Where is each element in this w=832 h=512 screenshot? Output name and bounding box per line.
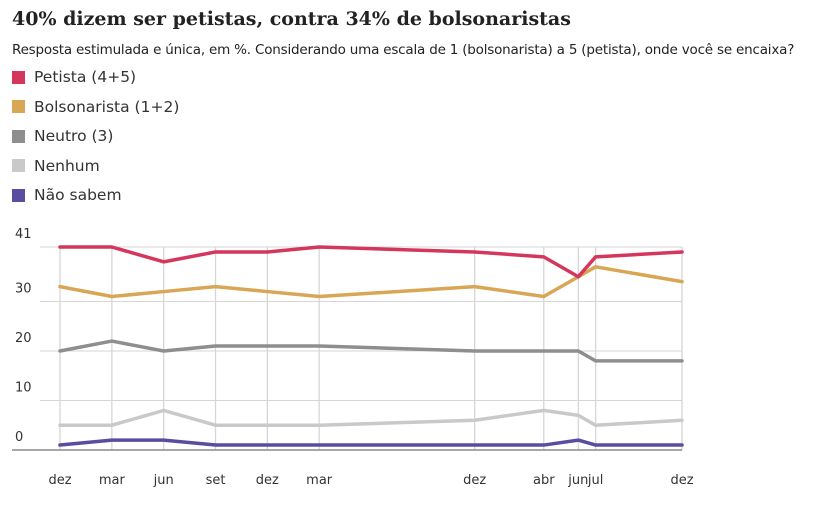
legend-swatch (12, 129, 25, 143)
x-tick-label: dez (48, 473, 71, 488)
x-tick-label: mar (306, 473, 333, 488)
x-tick-label: abr (533, 473, 555, 488)
legend-label: Não sabem (34, 186, 122, 204)
legend-label: Neutro (3) (34, 127, 114, 145)
y-tick-label: 30 (15, 281, 32, 296)
x-tick-label: dez (256, 473, 279, 488)
legend-swatch (12, 159, 25, 172)
legend-item: Bolsonarista (1+2) (12, 98, 179, 116)
y-tick-label: 10 (15, 380, 32, 395)
legend-item: Petista (4+5) (12, 68, 136, 86)
x-tick-label: dez (463, 473, 486, 488)
legend-label: Nenhum (34, 156, 100, 175)
legend-swatch (12, 100, 25, 113)
legend-item: Neutro (3) (12, 127, 113, 145)
x-tick-label: mar (99, 473, 126, 488)
x-tick-label: jul (587, 473, 603, 488)
legend-swatch (12, 188, 25, 202)
series-line-neutro-3- (58, 339, 684, 363)
chart-title: 40% dizem ser petistas, contra 34% de bo… (12, 8, 571, 30)
series-line-n-o-sabem (58, 438, 684, 447)
chart-subtitle: Resposta estimulada e única, em %. Consi… (12, 42, 795, 58)
legend-item: Nenhum (12, 157, 100, 175)
y-tick-label: 20 (15, 331, 32, 346)
x-tick-label: set (206, 473, 226, 488)
series-line-petista-4-5- (58, 245, 684, 279)
legend-item: Não sabem (12, 186, 122, 204)
series-line-bolsonarista-1-2- (58, 265, 684, 299)
legend-label: Bolsonarista (1+2) (34, 97, 180, 116)
x-tick-label: jun (153, 473, 174, 488)
legend-label: Petista (4+5) (34, 68, 137, 86)
y-tick-label: 0 (15, 430, 23, 445)
x-tick-label: jun (567, 473, 588, 488)
x-tick-label: dez (670, 473, 693, 488)
y-tick-label: 41 (15, 227, 32, 242)
series-line-nenhum (58, 408, 684, 427)
legend-swatch (12, 70, 25, 84)
